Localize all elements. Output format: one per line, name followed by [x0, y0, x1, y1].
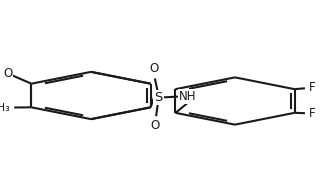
Text: O: O	[3, 67, 12, 80]
Text: CH₃: CH₃	[0, 103, 10, 113]
Text: F: F	[309, 81, 316, 94]
Text: S: S	[154, 91, 162, 104]
Text: O: O	[149, 62, 158, 75]
Text: NH: NH	[179, 90, 197, 103]
Text: F: F	[309, 107, 316, 120]
Text: O: O	[151, 119, 160, 132]
